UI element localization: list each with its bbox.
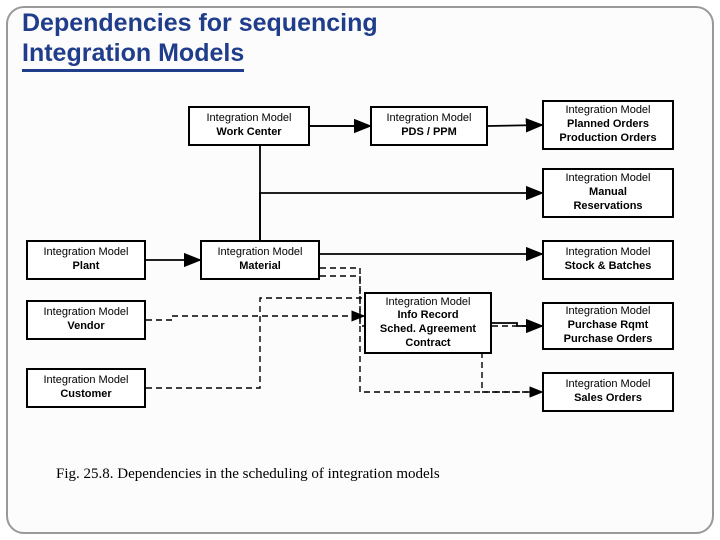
title-line-1: Dependencies for sequencing <box>22 9 378 37</box>
node-planned: Integration ModelPlanned OrdersProductio… <box>542 100 674 150</box>
dependency-diagram: Integration ModelWork Center Integration … <box>22 90 682 450</box>
node-pdsppm: Integration ModelPDS / PPM <box>370 106 488 146</box>
node-info: Integration ModelInfo RecordSched. Agree… <box>364 292 492 354</box>
node-manual: Integration ModelManualReservations <box>542 168 674 218</box>
node-material: Integration ModelMaterial <box>200 240 320 280</box>
node-plant: Integration ModelPlant <box>26 240 146 280</box>
node-customer: Integration ModelCustomer <box>26 368 146 408</box>
node-purchase: Integration ModelPurchase RqmtPurchase O… <box>542 302 674 350</box>
node-vendor: Integration ModelVendor <box>26 300 146 340</box>
node-sales: Integration ModelSales Orders <box>542 372 674 412</box>
slide-title: Dependencies for sequencing Integration … <box>22 8 378 72</box>
node-workcenter: Integration ModelWork Center <box>188 106 310 146</box>
title-line-2: Integration Models <box>22 38 244 72</box>
node-stock: Integration ModelStock & Batches <box>542 240 674 280</box>
figure-caption: Fig. 25.8. Dependencies in the schedulin… <box>56 466 440 483</box>
